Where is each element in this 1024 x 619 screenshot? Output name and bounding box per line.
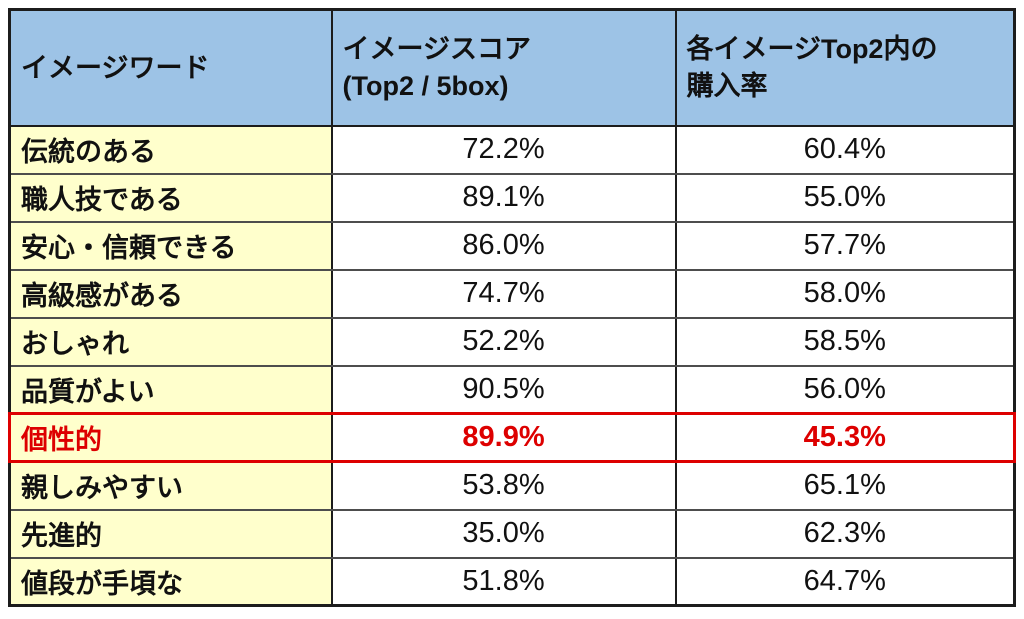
table-row: 高級感がある 74.7% 58.0% bbox=[8, 268, 1016, 319]
table-row: 安心・信頼できる 86.0% 57.7% bbox=[8, 220, 1016, 271]
purchase-value: 60.4% bbox=[674, 124, 1016, 175]
row-label: 伝統のある bbox=[8, 124, 333, 175]
score-value: 52.2% bbox=[330, 316, 677, 367]
header-row: イメージワード イメージスコア (Top2 / 5box) 各イメージTop2内… bbox=[8, 8, 1016, 127]
table-row: 親しみやすい 53.8% 65.1% bbox=[8, 460, 1016, 511]
row-label: 安心・信頼できる bbox=[8, 220, 333, 271]
row-label: 親しみやすい bbox=[8, 460, 333, 511]
table-row: 先進的 35.0% 62.3% bbox=[8, 508, 1016, 559]
score-value: 74.7% bbox=[330, 268, 677, 319]
row-label: おしゃれ bbox=[8, 316, 333, 367]
table-row: 値段が手頃な 51.8% 64.7% bbox=[8, 556, 1016, 607]
score-value: 51.8% bbox=[330, 556, 677, 607]
score-value: 72.2% bbox=[330, 124, 677, 175]
purchase-value: 58.5% bbox=[674, 316, 1016, 367]
score-value: 86.0% bbox=[330, 220, 677, 271]
score-value: 90.5% bbox=[330, 364, 677, 415]
purchase-value: 58.0% bbox=[674, 268, 1016, 319]
row-label: 先進的 bbox=[8, 508, 333, 559]
table-body: 伝統のある 72.2% 60.4% 職人技である 89.1% 55.0% 安心・… bbox=[8, 124, 1016, 607]
header-purchase-rate: 各イメージTop2内の 購入率 bbox=[674, 8, 1016, 127]
purchase-value: 56.0% bbox=[674, 364, 1016, 415]
table-row: 伝統のある 72.2% 60.4% bbox=[8, 124, 1016, 175]
image-word-table-container: イメージワード イメージスコア (Top2 / 5box) 各イメージTop2内… bbox=[8, 8, 1016, 607]
score-value: 53.8% bbox=[330, 460, 677, 511]
purchase-value: 65.1% bbox=[674, 460, 1016, 511]
table-row-highlighted: 個性的 89.9% 45.3% bbox=[8, 412, 1016, 463]
purchase-value: 45.3% bbox=[674, 412, 1016, 463]
purchase-value: 62.3% bbox=[674, 508, 1016, 559]
score-value: 35.0% bbox=[330, 508, 677, 559]
table-row: 品質がよい 90.5% 56.0% bbox=[8, 364, 1016, 415]
table-row: おしゃれ 52.2% 58.5% bbox=[8, 316, 1016, 367]
image-word-table: イメージワード イメージスコア (Top2 / 5box) 各イメージTop2内… bbox=[8, 8, 1016, 607]
header-image-word: イメージワード bbox=[8, 8, 333, 127]
table-header: イメージワード イメージスコア (Top2 / 5box) 各イメージTop2内… bbox=[8, 8, 1016, 127]
table-row: 職人技である 89.1% 55.0% bbox=[8, 172, 1016, 223]
purchase-value: 57.7% bbox=[674, 220, 1016, 271]
row-label: 個性的 bbox=[8, 412, 333, 463]
score-value: 89.9% bbox=[330, 412, 677, 463]
row-label: 高級感がある bbox=[8, 268, 333, 319]
row-label: 品質がよい bbox=[8, 364, 333, 415]
row-label: 値段が手頃な bbox=[8, 556, 333, 607]
row-label: 職人技である bbox=[8, 172, 333, 223]
purchase-value: 55.0% bbox=[674, 172, 1016, 223]
score-value: 89.1% bbox=[330, 172, 677, 223]
purchase-value: 64.7% bbox=[674, 556, 1016, 607]
header-image-score: イメージスコア (Top2 / 5box) bbox=[330, 8, 677, 127]
